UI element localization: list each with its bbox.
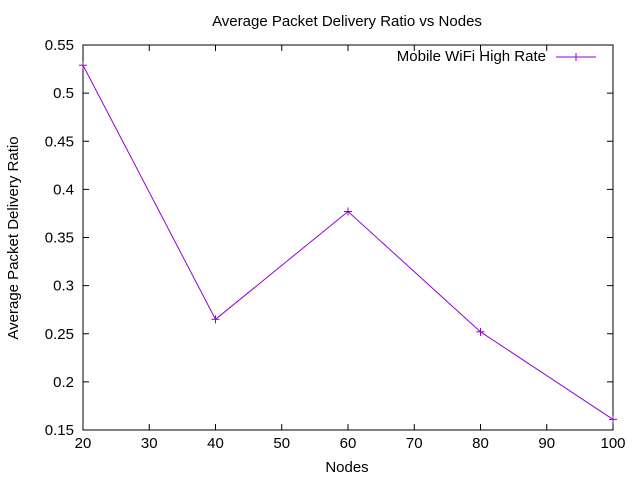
x-tick-label: 100 — [600, 435, 625, 452]
legend: Mobile WiFi High Rate — [397, 48, 596, 65]
legend-label: Mobile WiFi High Rate — [397, 48, 546, 65]
y-axis-label: Average Packet Delivery Ratio — [5, 136, 22, 339]
x-tick-label: 70 — [406, 435, 423, 452]
x-tick-label: 20 — [75, 435, 92, 452]
x-tick-label: 60 — [340, 435, 357, 452]
y-tick-label: 0.4 — [53, 181, 74, 198]
y-tick-label: 0.2 — [53, 374, 74, 391]
x-axis-label: Nodes — [325, 459, 368, 476]
y-tick-label: 0.45 — [45, 133, 74, 150]
x-tick-label: 30 — [141, 435, 158, 452]
y-tick-label: 0.15 — [45, 422, 74, 439]
chart-title: Average Packet Delivery Ratio vs Nodes — [212, 13, 482, 30]
plot-border — [82, 44, 614, 431]
y-tick-label: 0.25 — [45, 326, 74, 343]
x-tick-label: 80 — [472, 435, 489, 452]
data-point — [79, 61, 87, 70]
x-tick-label: 50 — [273, 435, 290, 452]
series-layer — [79, 61, 617, 424]
x-tick-label: 90 — [538, 435, 555, 452]
plot-frame — [82, 44, 614, 431]
y-axis: 0.15 0.2 0.25 0.3 0.35 0.4 0.45 0.5 0.55 — [45, 37, 613, 439]
y-tick-label: 0.3 — [53, 278, 74, 295]
data-point — [344, 207, 352, 216]
data-point — [476, 327, 485, 336]
data-point — [609, 415, 617, 424]
y-tick-label: 0.55 — [45, 37, 74, 54]
x-tick-label: 40 — [207, 435, 224, 452]
series-line — [82, 64, 614, 420]
x-axis: 20 30 40 50 60 70 80 90 100 — [75, 45, 626, 452]
y-tick-label: 0.5 — [53, 85, 74, 102]
data-point — [211, 315, 220, 324]
y-tick-label: 0.35 — [45, 230, 74, 247]
